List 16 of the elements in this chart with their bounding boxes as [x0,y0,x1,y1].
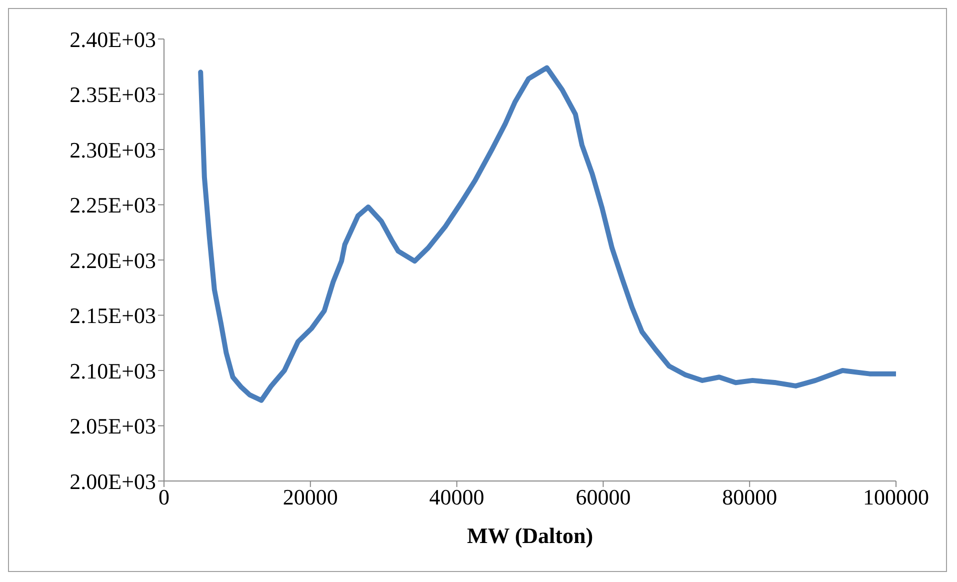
y-tick-label: 2.25E+03 [70,192,156,218]
x-axis-title: MW (Dalton) [466,523,594,548]
y-tick-label: 2.40E+03 [70,26,156,52]
x-tick-label: 20000 [282,484,338,510]
x-tick-label: 100000 [863,484,929,510]
y-tick-label: 2.30E+03 [70,137,156,162]
y-tick-label: 2.05E+03 [70,414,156,439]
x-tick-label: 80000 [722,484,778,510]
x-tick-label: 40000 [429,484,484,510]
y-tick-label: 2.15E+03 [70,303,156,328]
y-tick-label: 2.10E+03 [70,358,156,384]
x-tick-label: 60000 [576,484,631,510]
y-tick-label: 2.20E+03 [70,248,156,273]
x-tick-label: 0 [158,484,170,510]
y-tick-label: 2.35E+03 [70,82,156,108]
y-tick-label: 2.00E+03 [70,468,156,494]
